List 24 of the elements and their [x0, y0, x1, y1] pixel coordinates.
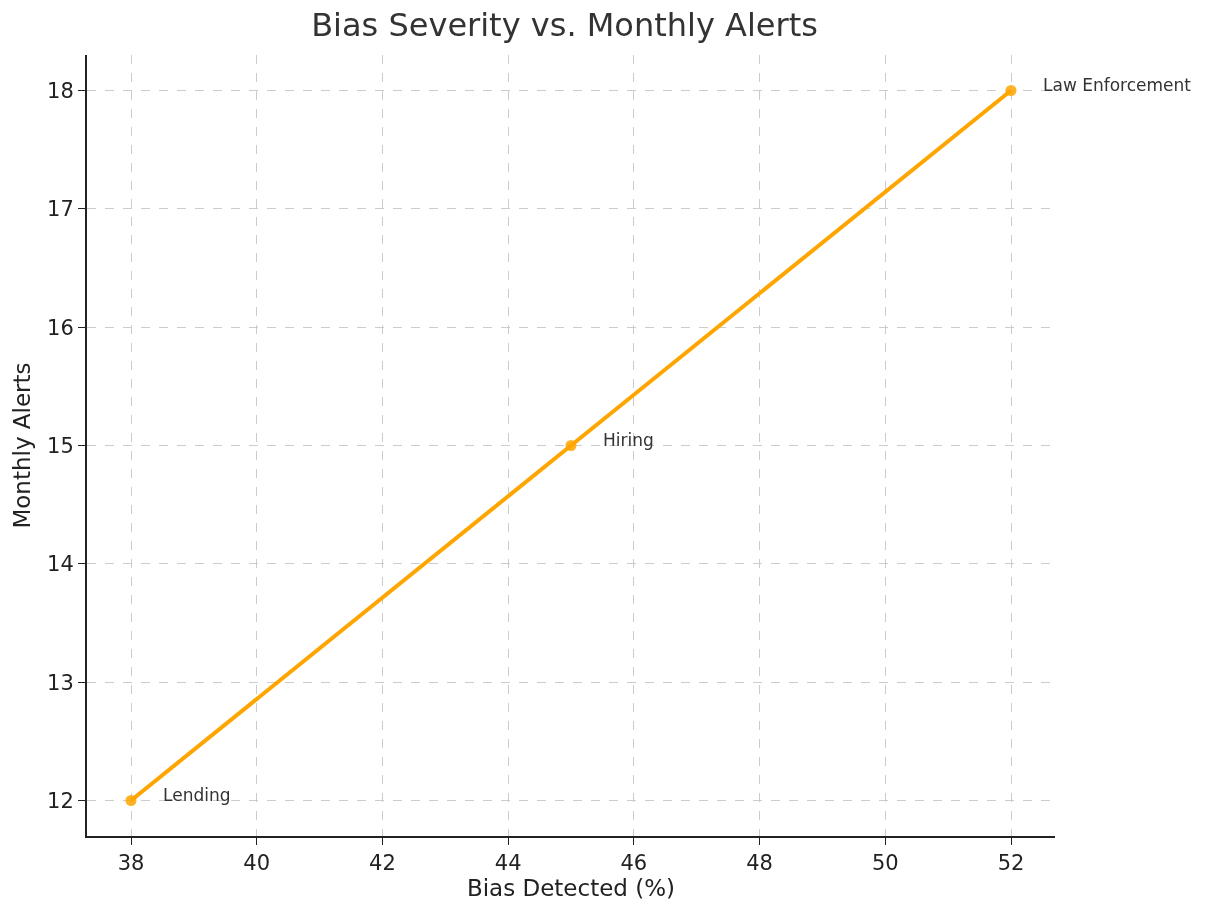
- point: [125, 795, 137, 806]
- y-axis-title: Monthly Alerts: [9, 362, 36, 529]
- x-tick-label: 48: [746, 851, 773, 876]
- x-tick-label: 50: [871, 851, 899, 876]
- y-tick-label: 18: [47, 78, 74, 103]
- x-axis-title: Bias Detected (%): [466, 875, 676, 901]
- y-tick-label: 16: [47, 315, 74, 340]
- chart-title: Bias Severity vs. Monthly Alerts: [311, 5, 818, 44]
- x-tick-label: 52: [997, 851, 1025, 876]
- annotation: Lending: [163, 785, 231, 805]
- x-tick-label: 46: [620, 851, 648, 876]
- annotation: Hiring: [603, 430, 654, 450]
- point: [1005, 85, 1017, 96]
- y-tick-label: 12: [47, 788, 74, 813]
- annotation: Law Enforcement: [1043, 75, 1192, 95]
- x-tick-label: 38: [117, 851, 145, 876]
- y-tick-label: 14: [47, 552, 74, 577]
- y-tick-label: 15: [47, 433, 74, 458]
- x-tick-label: 44: [494, 851, 522, 876]
- y-tick-label: 17: [47, 197, 74, 222]
- x-tick-label: 42: [369, 851, 396, 876]
- y-tick-label: 13: [47, 670, 74, 695]
- point: [565, 440, 577, 451]
- x-tick-label: 40: [243, 851, 271, 876]
